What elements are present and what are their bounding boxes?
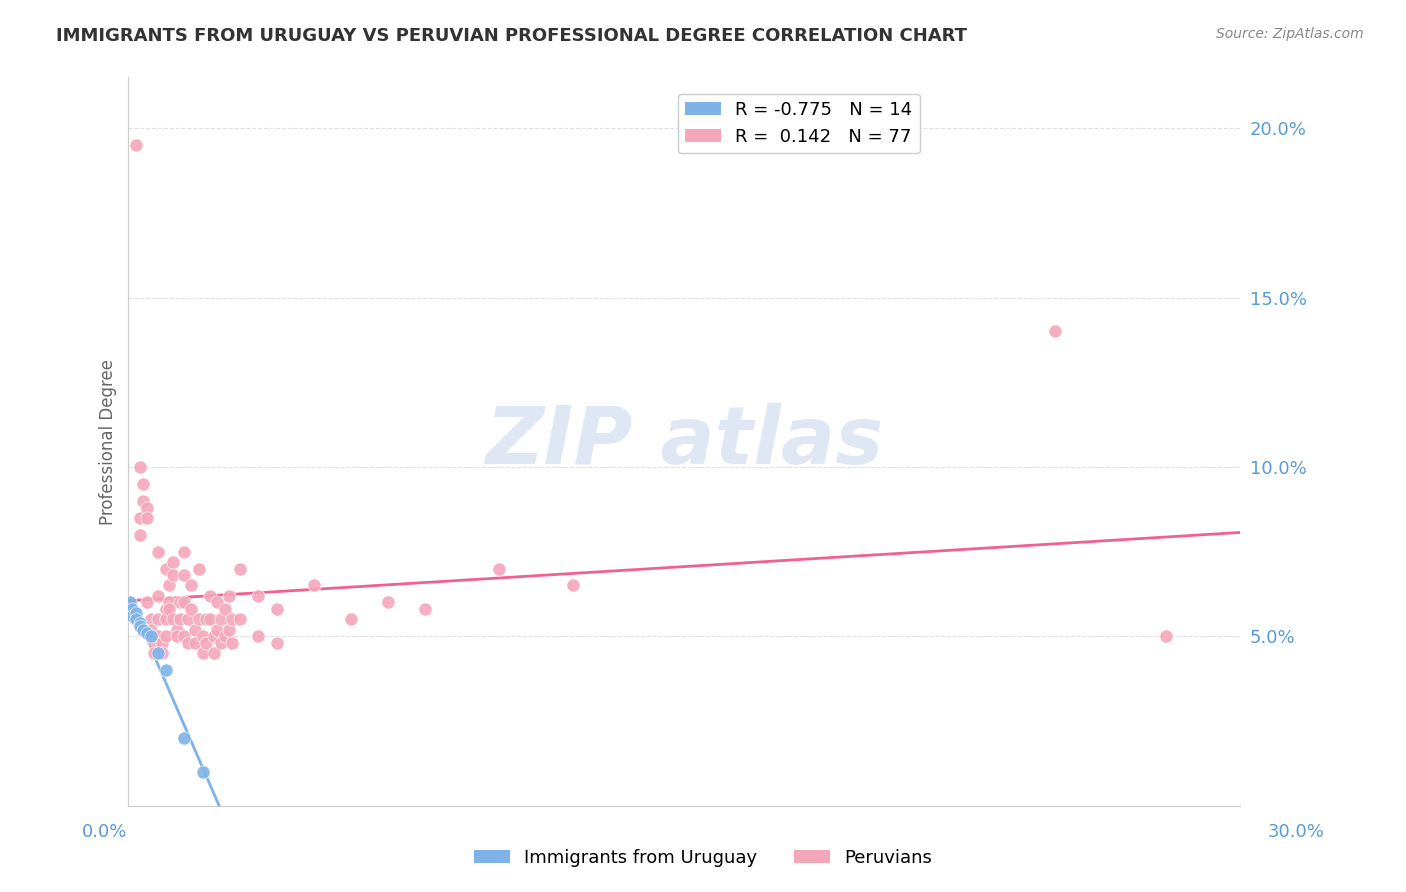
Point — [166, 629, 188, 643]
Point — [214, 602, 236, 616]
Point — [173, 595, 195, 609]
Point — [184, 636, 207, 650]
Point — [191, 764, 214, 779]
Point — [150, 646, 173, 660]
Text: 0.0%: 0.0% — [82, 822, 127, 840]
Point — [146, 646, 169, 660]
Point — [132, 493, 155, 508]
Point — [180, 602, 202, 616]
Point — [125, 138, 148, 153]
Point — [209, 636, 232, 650]
Point — [228, 561, 250, 575]
Point — [247, 589, 270, 603]
Point — [128, 510, 150, 524]
Point — [136, 500, 159, 515]
Point — [169, 612, 191, 626]
Point — [198, 612, 221, 626]
Point — [121, 609, 143, 624]
Point — [121, 602, 143, 616]
Point — [184, 623, 207, 637]
Point — [136, 626, 159, 640]
Point — [146, 544, 169, 558]
Point — [266, 602, 288, 616]
Text: Source: ZipAtlas.com: Source: ZipAtlas.com — [1216, 27, 1364, 41]
Text: IMMIGRANTS FROM URUGUAY VS PERUVIAN PROFESSIONAL DEGREE CORRELATION CHART: IMMIGRANTS FROM URUGUAY VS PERUVIAN PROF… — [56, 27, 967, 45]
Point — [488, 561, 510, 575]
Point — [187, 612, 209, 626]
Point — [562, 578, 585, 592]
Point — [202, 646, 225, 660]
Point — [143, 646, 166, 660]
Point — [221, 636, 243, 650]
Point — [155, 663, 177, 677]
Point — [162, 568, 184, 582]
Point — [207, 595, 229, 609]
Point — [139, 623, 162, 637]
Point — [132, 476, 155, 491]
Point — [187, 561, 209, 575]
Point — [173, 731, 195, 745]
Point — [128, 459, 150, 474]
Point — [173, 544, 195, 558]
Point — [180, 578, 202, 592]
Point — [177, 612, 200, 626]
Point — [162, 555, 184, 569]
Point — [146, 589, 169, 603]
Point — [125, 606, 148, 620]
Point — [155, 561, 177, 575]
Y-axis label: Professional Degree: Professional Degree — [100, 359, 117, 524]
Point — [173, 568, 195, 582]
Point — [146, 612, 169, 626]
Point — [195, 612, 218, 626]
Point — [302, 578, 325, 592]
Point — [228, 612, 250, 626]
Point — [339, 612, 361, 626]
Point — [191, 646, 214, 660]
Point — [120, 595, 142, 609]
Point — [247, 629, 270, 643]
Point — [218, 623, 240, 637]
Text: 30.0%: 30.0% — [1268, 822, 1324, 840]
Point — [157, 595, 180, 609]
Point — [266, 636, 288, 650]
Point — [413, 602, 436, 616]
Point — [157, 602, 180, 616]
Point — [150, 636, 173, 650]
Point — [202, 629, 225, 643]
Point — [1043, 325, 1066, 339]
Point — [132, 623, 155, 637]
Point — [166, 623, 188, 637]
Point — [139, 612, 162, 626]
Point — [136, 595, 159, 609]
Point — [125, 612, 148, 626]
Point — [198, 589, 221, 603]
Point — [209, 612, 232, 626]
Point — [128, 619, 150, 633]
Point — [191, 629, 214, 643]
Text: ZIP atlas: ZIP atlas — [485, 402, 883, 481]
Point — [136, 510, 159, 524]
Point — [157, 578, 180, 592]
Point — [214, 629, 236, 643]
Point — [155, 612, 177, 626]
Point — [218, 589, 240, 603]
Point — [195, 636, 218, 650]
Point — [377, 595, 399, 609]
Point — [173, 629, 195, 643]
Point — [139, 629, 162, 643]
Point — [207, 623, 229, 637]
Point — [146, 629, 169, 643]
Legend: Immigrants from Uruguay, Peruvians: Immigrants from Uruguay, Peruvians — [467, 842, 939, 874]
Point — [221, 612, 243, 626]
Point — [143, 636, 166, 650]
Point — [177, 636, 200, 650]
Point — [128, 527, 150, 541]
Point — [169, 595, 191, 609]
Point — [162, 612, 184, 626]
Legend: R = -0.775   N = 14, R =  0.142   N = 77: R = -0.775 N = 14, R = 0.142 N = 77 — [678, 94, 920, 153]
Point — [155, 602, 177, 616]
Point — [1154, 629, 1177, 643]
Point — [128, 615, 150, 630]
Point — [155, 629, 177, 643]
